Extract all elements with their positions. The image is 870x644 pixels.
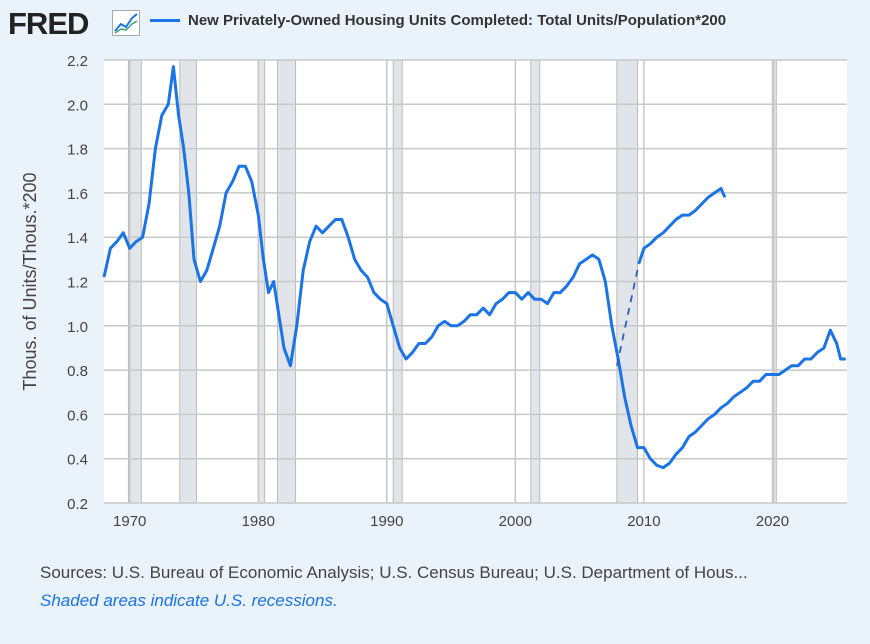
x-tick-label: 1990 [370,513,403,530]
x-tick-label: 2010 [627,513,660,530]
recession-note: Shaded areas indicate U.S. recessions. [40,591,338,610]
x-tick-label: 1980 [242,513,275,530]
x-tick-label: 2000 [499,513,532,530]
trend-line [637,187,727,265]
y-tick-label: 1.2 [67,275,88,292]
y-tick-label: 2.2 [67,53,88,70]
y-tick-label: 0.2 [67,496,88,513]
y-tick-label: 1.4 [67,230,88,247]
sources-text: Sources: U.S. Bureau of Economic Analysi… [40,563,748,582]
y-tick-label: 1.6 [67,186,88,203]
legend-swatch [150,19,180,22]
series-line [102,65,846,470]
y-tick-label: 2.0 [67,97,88,114]
y-tick-label: 0.4 [67,452,88,469]
y-axis-label: Thous. of Units/Thous.*200 [20,172,40,390]
x-tick-label: 2020 [756,513,789,530]
x-tick-label: 1970 [113,513,146,530]
legend: New Privately-Owned Housing Units Comple… [150,12,726,29]
chart-icon [112,10,140,36]
chart: 0.2 0.4 0.6 0.8 1.0 1.2 1.4 1.6 1.8 2.0 2.2 1970 198… [20,53,847,530]
y-tick-label: 1.0 [67,319,88,336]
dashed-trend-line [616,263,640,366]
fred-logo[interactable]: FRED [8,6,89,41]
y-tick-label: 0.6 [67,407,88,424]
y-tick-label: 1.8 [67,142,88,159]
y-tick-label: 0.8 [67,363,88,380]
legend-label[interactable]: New Privately-Owned Housing Units Comple… [188,12,727,29]
